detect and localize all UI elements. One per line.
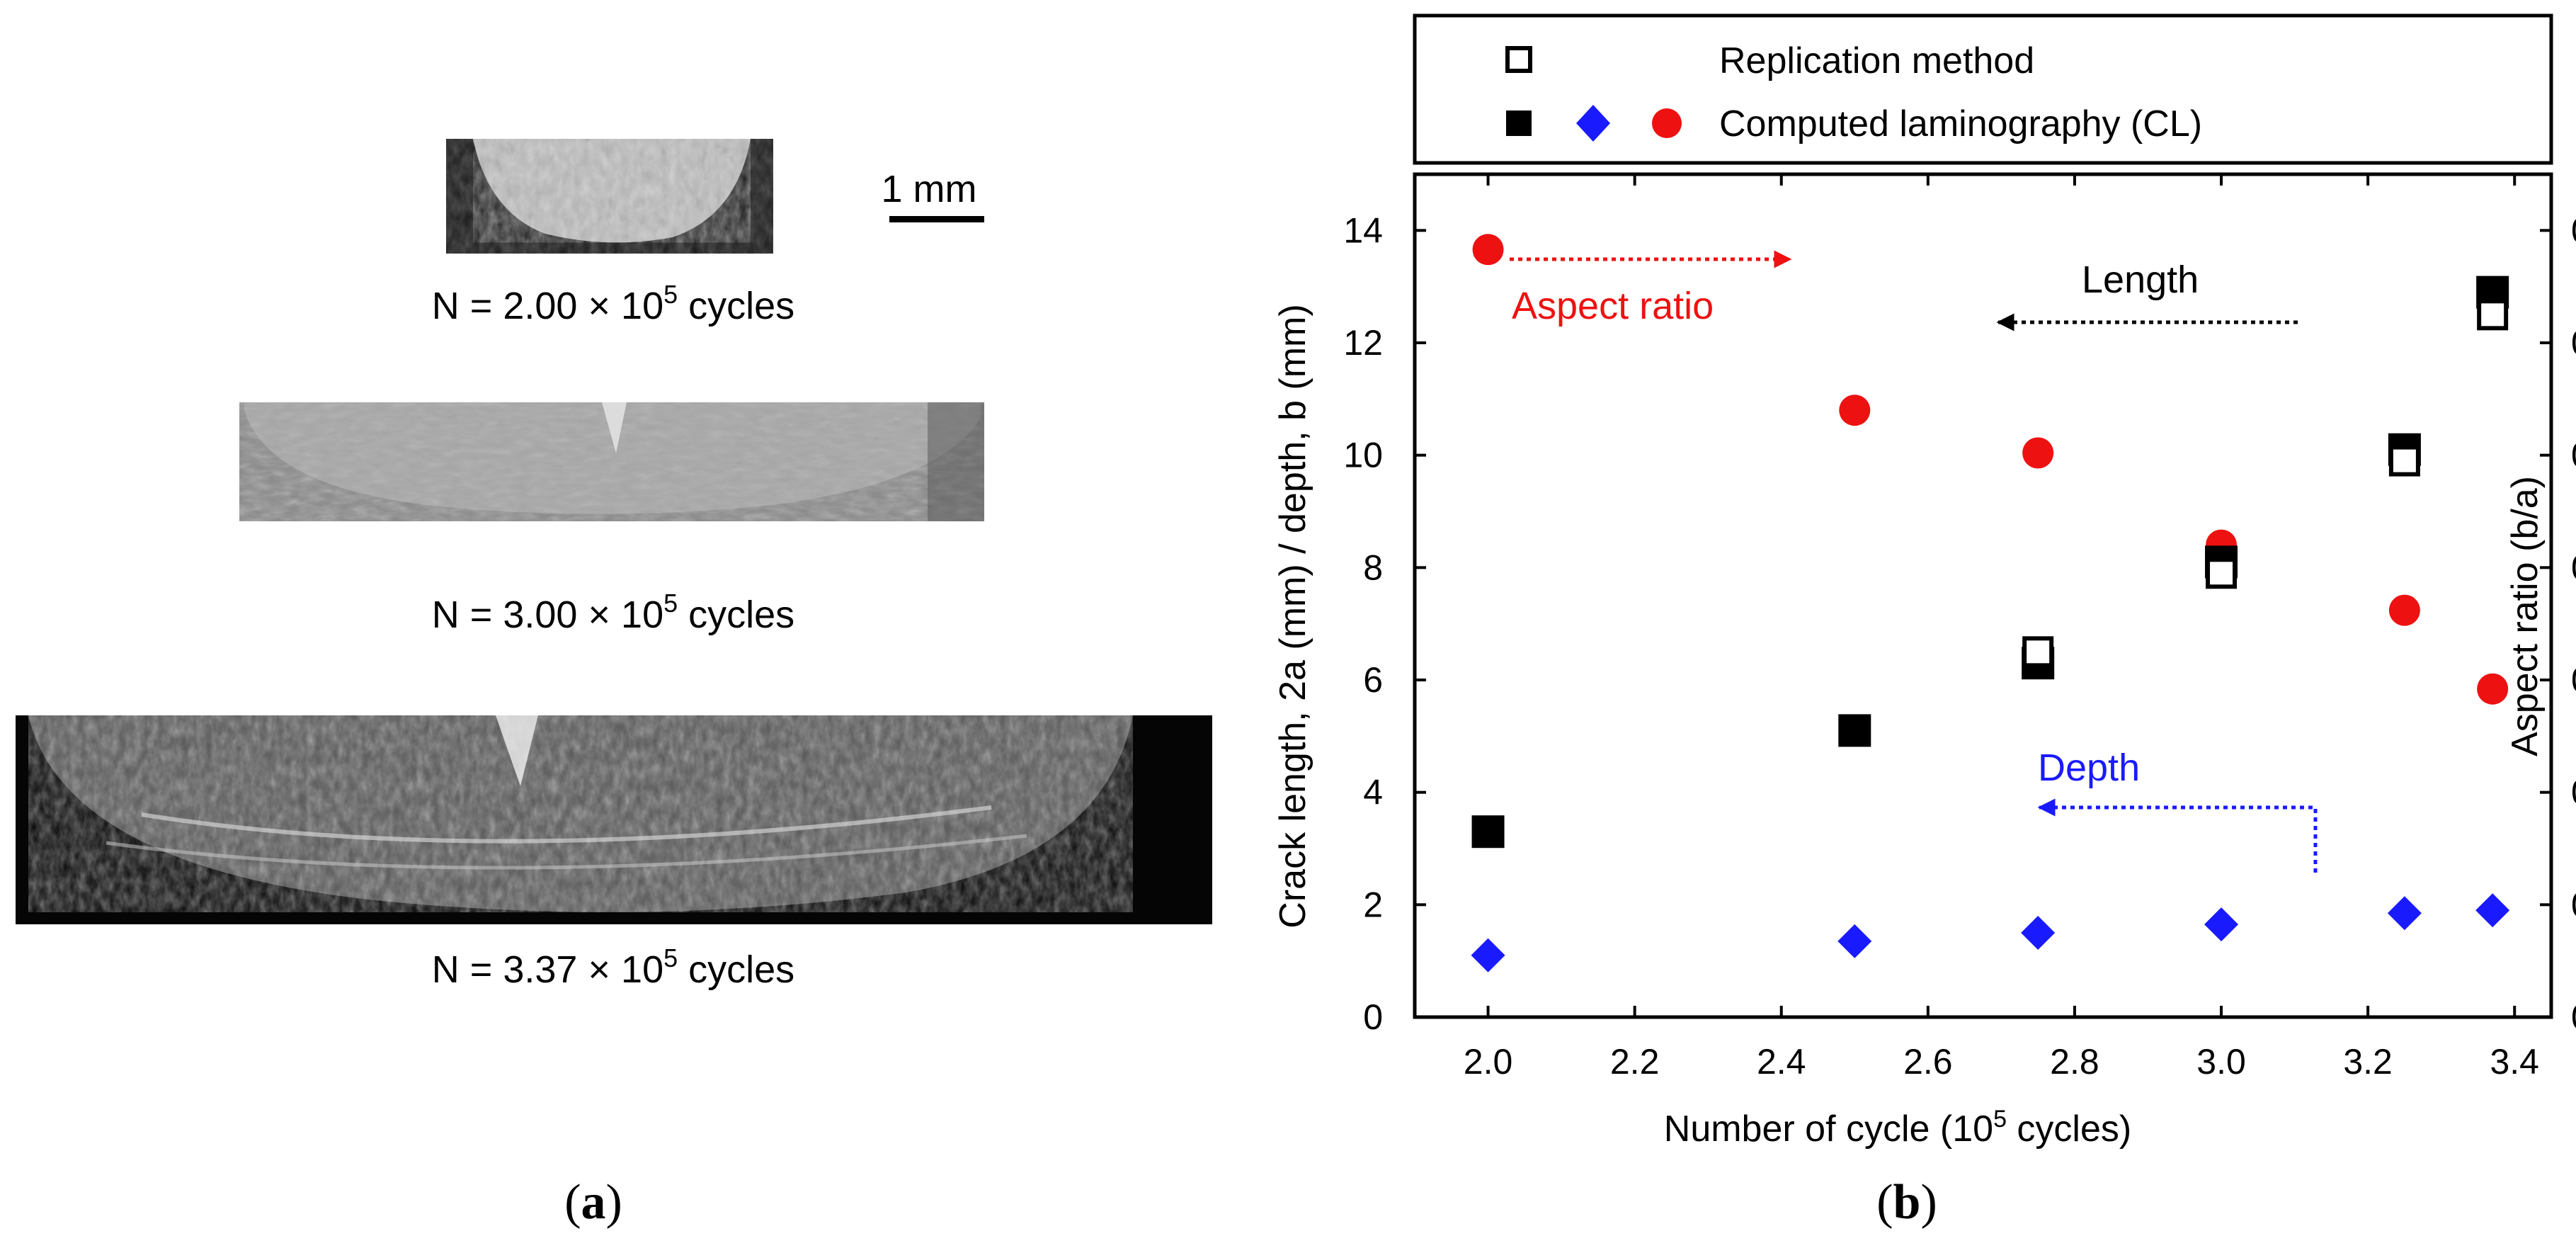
legend-circle-marker: [1652, 108, 1682, 138]
legend-replication-label: Replication method: [1719, 40, 2034, 81]
y-left-axis-title: Crack length, 2a (mm) / depth, b (mm): [1272, 304, 1313, 928]
micrograph-3: [16, 715, 1212, 924]
y-right-tick-label: 0.5: [2571, 436, 2576, 475]
y-left-tick-label: 10: [1343, 436, 1383, 475]
y-left-tick-label: 2: [1363, 885, 1383, 924]
axis-ticks: [1415, 174, 2551, 1019]
x-tick-label: 2.6: [1903, 1042, 1953, 1082]
y-left-tick-label: 8: [1363, 548, 1383, 587]
micrograph-1: [446, 139, 773, 254]
micrograph-2: [239, 402, 984, 521]
legend-open-square-marker: [1505, 46, 1532, 73]
crack-length-replication-point: [2022, 636, 2054, 668]
crack-length-cl-point: [1471, 815, 1505, 849]
panel-b: Replication method Computed laminography…: [1272, 13, 2576, 1230]
depth-point: [2475, 893, 2510, 928]
crack-length-cl-point: [1838, 714, 1871, 747]
panel-a: 1 mm N = 2.00 × 105 cycles N = 3.00 × 10…: [16, 139, 1212, 1230]
plot-frame: [1413, 172, 2553, 1019]
x-tick-label: 3.0: [2196, 1042, 2246, 1082]
depth-point: [2387, 896, 2422, 931]
annotation-length-label: Length: [2082, 259, 2199, 301]
caption-3: N = 3.37 × 105 cycles: [432, 943, 794, 991]
x-tick-label: 2.4: [1757, 1042, 1806, 1082]
y-right-axis-title: Aspect ratio (b/a): [2504, 476, 2546, 756]
data-points: [1471, 234, 2510, 972]
y-right-tick-label: 0.6: [2571, 323, 2576, 363]
annotation-aspect-ratio: Aspect ratio: [1510, 250, 1792, 327]
y-right-tick-label: 0.4: [2571, 548, 2576, 587]
x-tick-label: 3.2: [2343, 1042, 2393, 1082]
crack-length-replication-point: [2388, 445, 2420, 477]
y-right-tick-label: 0.3: [2571, 660, 2576, 700]
depth-point: [2021, 916, 2056, 950]
depth-point: [1471, 938, 1505, 972]
y-left-tick-label: 4: [1363, 773, 1383, 812]
y-left-tick-label: 14: [1343, 210, 1383, 250]
legend-filled-square-marker: [1506, 110, 1532, 136]
annotation-aspect-ratio-label: Aspect ratio: [1512, 285, 1714, 327]
legend: Replication method Computed laminography…: [1413, 13, 2553, 165]
aspect-ratio-point: [2022, 437, 2054, 469]
aspect-ratio-point: [2388, 594, 2420, 626]
legend-diamond-marker: [1576, 105, 1610, 142]
annotation-length: Length: [1996, 259, 2298, 331]
crack-length-replication-point: [2477, 299, 2509, 331]
x-tick-label: 2.8: [2050, 1042, 2099, 1082]
y-right-tick-label: 0.2: [2571, 773, 2576, 812]
depth-point: [2204, 907, 2239, 942]
scale-bar: 1 mm: [882, 168, 984, 222]
aspect-ratio-point: [1472, 234, 1504, 266]
scale-bar-label: 1 mm: [882, 168, 977, 210]
caption-1: N = 2.00 × 105 cycles: [432, 280, 794, 327]
x-axis-title: Number of cycle (105 cycles): [1664, 1106, 2131, 1150]
depth-point: [1837, 924, 1872, 958]
y-right-tick-label: 0.0: [2571, 997, 2576, 1037]
x-tick-label: 3.4: [2490, 1042, 2539, 1082]
panel-b-label: (b): [1876, 1175, 1937, 1230]
y-left-tick-label: 12: [1343, 323, 1383, 363]
aspect-ratio-point: [1839, 395, 1871, 426]
crack-length-replication-point: [2206, 557, 2238, 589]
legend-cl-label: Computed laminography (CL): [1719, 103, 2202, 144]
y-left-tick-label: 6: [1363, 660, 1383, 700]
x-tick-label: 2.0: [1464, 1042, 1513, 1082]
annotation-depth: Depth: [2037, 747, 2318, 873]
axis-tick-labels: 2.0 2.2 2.4 2.6 2.8 3.0 3.2 3.4 0 2 4 6 8 10 12 14 0.0 0.…: [1343, 210, 2576, 1082]
y-right-tick-label: 0.7: [2571, 210, 2576, 250]
x-tick-label: 2.2: [1610, 1042, 1660, 1082]
aspect-ratio-point: [2477, 673, 2509, 705]
y-left-tick-label: 0: [1363, 997, 1383, 1037]
annotation-depth-label: Depth: [2038, 747, 2140, 789]
caption-2: N = 3.00 × 105 cycles: [432, 589, 794, 636]
y-right-tick-label: 0.1: [2571, 885, 2576, 924]
panel-a-label: (a): [564, 1175, 622, 1230]
